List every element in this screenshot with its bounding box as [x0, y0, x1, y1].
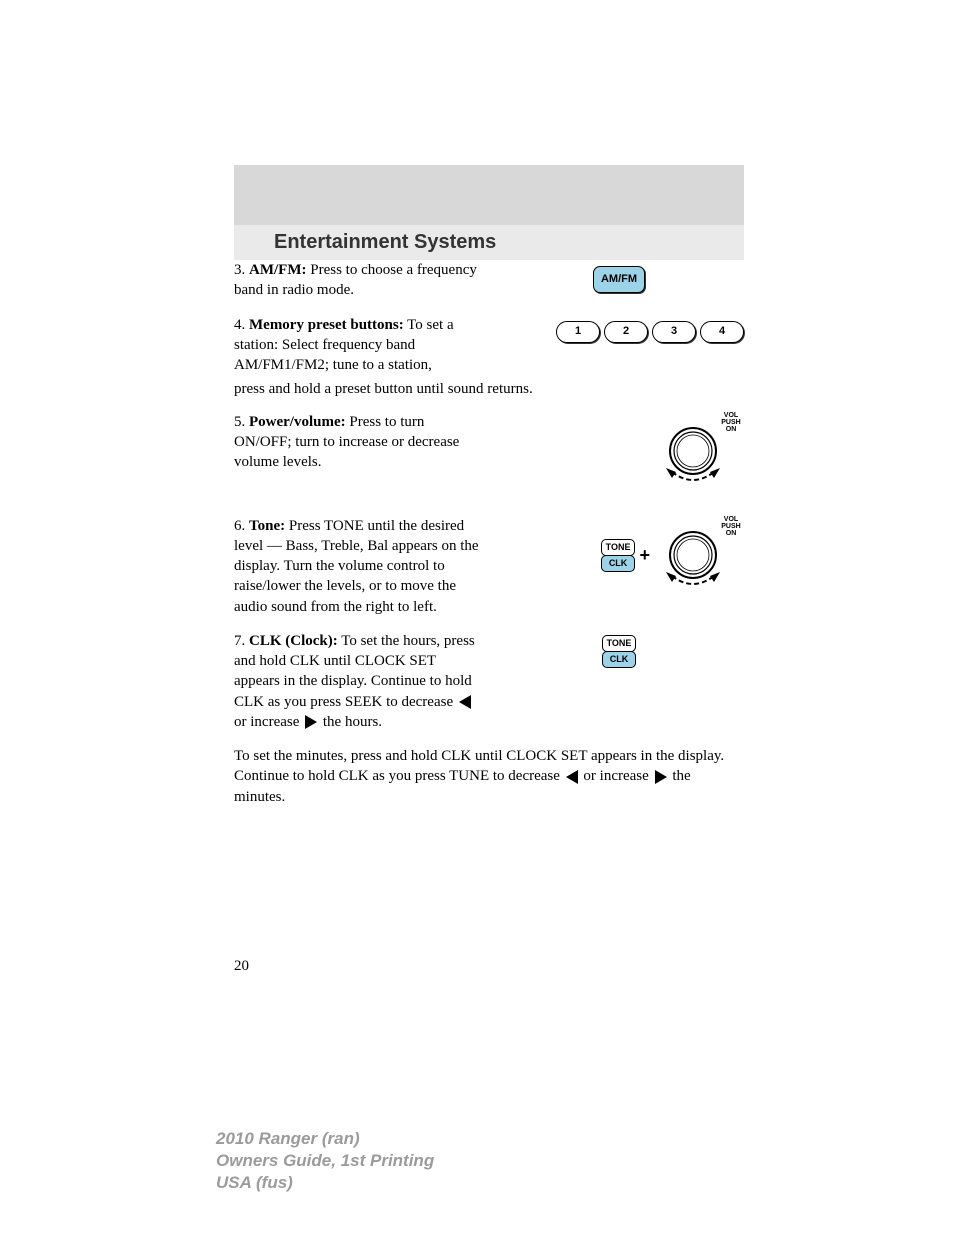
footer-line-1: 2010 Ranger (ran) [216, 1128, 434, 1150]
item-6-num: 6. [234, 518, 245, 534]
tone-knob: VOL PUSH ON [654, 516, 744, 596]
item-3-num: 3. [234, 262, 245, 278]
triangle-left-icon-2 [566, 770, 578, 784]
item-5-text: 5. Power/volume: Press to turn ON/OFF; t… [234, 412, 494, 473]
tone-button: TONE [601, 539, 636, 556]
item-7-num: 7. [234, 633, 245, 649]
footer: 2010 Ranger (ran) Owners Guide, 1st Prin… [216, 1128, 434, 1194]
item-6-row: 6. Tone: Press TONE until the desired le… [234, 516, 744, 617]
footer-line-3: USA (fus) [216, 1172, 434, 1194]
plus-icon: + [639, 543, 650, 567]
page-number: 20 [234, 958, 249, 975]
item-7-text: 7. CLK (Clock): To set the hours, press … [234, 631, 494, 732]
footer-fus: (fus) [256, 1173, 293, 1192]
item-3-row: 3. AM/FM: Press to choose a frequency ba… [234, 260, 744, 301]
triangle-left-icon [459, 695, 471, 709]
item-5-label: Power/volume: [249, 414, 346, 430]
item-3-label: AM/FM: [249, 262, 306, 278]
footer-ran: (ran) [322, 1129, 360, 1148]
item-5-figure: VOL PUSH ON [494, 412, 744, 492]
section-title: Entertainment Systems [274, 231, 496, 253]
item-6-label: Tone: [249, 518, 285, 534]
item-7-body-c: the hours. [319, 714, 382, 730]
am-fm-button: AM/FM [593, 266, 645, 293]
tone-clk-stack-7: TONE CLK [602, 635, 637, 668]
volume-knob: VOL PUSH ON [654, 412, 744, 492]
clk-button: CLK [601, 555, 636, 572]
preset-4: 4 [700, 321, 744, 343]
preset-1: 1 [556, 321, 600, 343]
rotate-arrows-icon [664, 468, 722, 486]
item-7-figure: TONE CLK [494, 631, 744, 668]
item-4-label: Memory preset buttons: [249, 317, 404, 333]
minutes-paragraph: To set the minutes, press and hold CLK u… [234, 746, 744, 807]
preset-3: 3 [652, 321, 696, 343]
knob-label: VOL PUSH ON [718, 412, 744, 433]
item-6-text: 6. Tone: Press TONE until the desired le… [234, 516, 494, 617]
item-5-num: 5. [234, 414, 245, 430]
top-gray-box [234, 165, 744, 225]
item-7-row: 7. CLK (Clock): To set the hours, press … [234, 631, 744, 732]
item-4-text: 4. Memory preset buttons: To set a stati… [234, 315, 494, 376]
section-header: Entertainment Systems [234, 225, 744, 260]
item-5-row: 5. Power/volume: Press to turn ON/OFF; t… [234, 412, 744, 502]
footer-usa: USA [216, 1173, 256, 1192]
tone-button-7: TONE [602, 635, 637, 652]
clk-button-7: CLK [602, 651, 637, 668]
item-3-text: 3. AM/FM: Press to choose a frequency ba… [234, 260, 494, 301]
item-4-figure: 1 2 3 4 [494, 315, 744, 343]
item-4-cont: press and hold a preset button until sou… [234, 379, 744, 399]
footer-model: 2010 Ranger [216, 1129, 322, 1148]
item-3-figure: AM/FM [494, 260, 744, 293]
tone-clk-stack: TONE CLK [601, 539, 636, 572]
item-4-num: 4. [234, 317, 245, 333]
content-area: 3. AM/FM: Press to choose a frequency ba… [234, 260, 744, 817]
item-7-body-b: or increase [234, 714, 303, 730]
tone-rotate-arrows-icon [664, 572, 722, 590]
triangle-right-icon-2 [655, 770, 667, 784]
item-4-row: 4. Memory preset buttons: To set a stati… [234, 315, 744, 376]
preset-row: 1 2 3 4 [556, 321, 744, 343]
item-6-figure: TONE CLK + VOL PUSH ON [494, 516, 744, 596]
footer-line-2: Owners Guide, 1st Printing [216, 1150, 434, 1172]
minutes-b: or increase [580, 768, 653, 784]
item-7-label: CLK (Clock): [249, 633, 338, 649]
tone-knob-label: VOL PUSH ON [718, 516, 744, 537]
preset-2: 2 [604, 321, 648, 343]
triangle-right-icon [305, 715, 317, 729]
